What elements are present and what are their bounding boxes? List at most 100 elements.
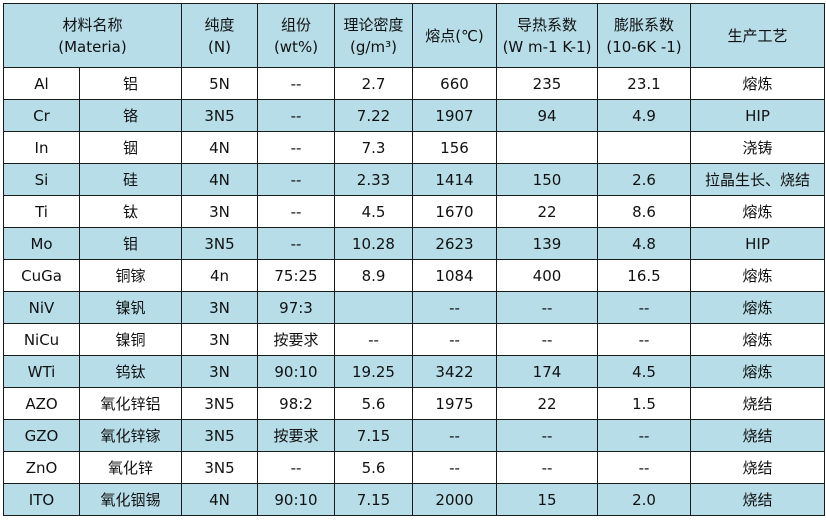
cell-symbol: In [3,131,80,164]
table-row: CuGa 铜镓 4n 75:25 8.9 1084 400 16.5 熔炼 [3,259,825,292]
cell-composition: -- [257,67,335,100]
cell-purity: 3N5 [181,99,258,132]
table-row: WTi 钨钛 3N 90:10 19.25 3422 174 4.5 熔炼 [3,355,825,388]
cell-symbol: Mo [3,227,80,260]
cell-density: 19.25 [334,355,413,388]
table-row: ZnO 氧化锌 3N5 -- 5.6 -- -- -- 烧结 [3,451,825,484]
cell-expansion: 4.5 [597,355,691,388]
cell-density: 5.6 [334,451,413,484]
header-purity: 纯度 (N) [181,3,258,68]
cell-composition: 按要求 [257,419,335,452]
cell-thermal-conductivity: 22 [496,387,598,420]
cell-name-cn: 钨钛 [79,355,182,388]
cell-symbol: Al [3,67,80,100]
cell-process: 熔炼 [690,291,825,324]
cell-purity: 3N [181,323,258,356]
cell-melting-point: -- [412,419,497,452]
cell-melting-point: -- [412,451,497,484]
cell-expansion: 2.6 [597,163,691,196]
cell-name-cn: 氧化锌镓 [79,419,182,452]
cell-melting-point: 1670 [412,195,497,228]
cell-process: 拉晶生长、烧结 [690,163,825,196]
cell-symbol: GZO [3,419,80,452]
cell-expansion: -- [597,419,691,452]
cell-symbol: ITO [3,483,80,516]
cell-thermal-conductivity: 139 [496,227,598,260]
cell-expansion: 2.0 [597,483,691,516]
cell-expansion: -- [597,451,691,484]
cell-composition: -- [257,99,335,132]
cell-name-cn: 钛 [79,195,182,228]
cell-purity: 5N [181,67,258,100]
cell-density: 7.15 [334,483,413,516]
header-melting-point: 熔点(℃) [412,3,497,68]
cell-purity: 3N5 [181,387,258,420]
cell-melting-point: 1975 [412,387,497,420]
cell-density: 7.15 [334,419,413,452]
cell-purity: 3N [181,291,258,324]
cell-expansion [597,131,691,164]
cell-composition: -- [257,195,335,228]
cell-thermal-conductivity: 15 [496,483,598,516]
cell-thermal-conductivity: 235 [496,67,598,100]
cell-density: 2.7 [334,67,413,100]
cell-process: 熔炼 [690,195,825,228]
cell-name-cn: 氧化锌 [79,451,182,484]
cell-thermal-conductivity: 22 [496,195,598,228]
cell-composition: 90:10 [257,355,335,388]
table-row: AZO 氧化锌铝 3N5 98:2 5.6 1975 22 1.5 烧结 [3,387,825,420]
cell-expansion: 4.8 [597,227,691,260]
cell-composition: 按要求 [257,323,335,356]
materials-table: 材料名称 (Materia) 纯度 (N) 组份 (wt%) 理论密度 (g/m³) 熔… [3,3,825,516]
cell-symbol: ZnO [3,451,80,484]
cell-name-cn: 氧化铟锡 [79,483,182,516]
cell-thermal-conductivity: -- [496,419,598,452]
header-process: 生产工艺 [690,3,825,68]
table-row: Mo 钼 3N5 -- 10.28 2623 139 4.8 HIP [3,227,825,260]
cell-purity: 4N [181,131,258,164]
cell-name-cn: 镍铜 [79,323,182,356]
cell-process: 烧结 [690,451,825,484]
cell-composition: 98:2 [257,387,335,420]
cell-symbol: NiCu [3,323,80,356]
cell-process: 熔炼 [690,355,825,388]
table-row: NiV 镍钒 3N 97:3 -- -- -- 熔炼 [3,291,825,324]
table-row: Cr 铬 3N5 -- 7.22 1907 94 4.9 HIP [3,99,825,132]
cell-melting-point: 2000 [412,483,497,516]
cell-process: 烧结 [690,419,825,452]
header-row: 材料名称 (Materia) 纯度 (N) 组份 (wt%) 理论密度 (g/m³) 熔… [3,3,825,68]
cell-expansion: 1.5 [597,387,691,420]
cell-composition: 97:3 [257,291,335,324]
cell-process: 烧结 [690,483,825,516]
header-density: 理论密度 (g/m³) [334,3,413,68]
cell-melting-point: -- [412,323,497,356]
cell-composition: 75:25 [257,259,335,292]
cell-melting-point: 156 [412,131,497,164]
cell-melting-point: -- [412,291,497,324]
cell-name-cn: 铜镓 [79,259,182,292]
cell-symbol: Cr [3,99,80,132]
cell-thermal-conductivity: 174 [496,355,598,388]
header-expansion: 膨胀系数 (10-6K -1) [597,3,691,68]
cell-process: 烧结 [690,387,825,420]
cell-purity: 3N [181,195,258,228]
cell-melting-point: 3422 [412,355,497,388]
header-composition: 组份 (wt%) [257,3,335,68]
cell-thermal-conductivity [496,131,598,164]
cell-process: HIP [690,99,825,132]
cell-melting-point: 660 [412,67,497,100]
cell-density: 7.22 [334,99,413,132]
cell-symbol: AZO [3,387,80,420]
cell-process: 熔炼 [690,67,825,100]
cell-thermal-conductivity: 400 [496,259,598,292]
table-row: NiCu 镍铜 3N 按要求 -- -- -- -- 熔炼 [3,323,825,356]
header-material: 材料名称 (Materia) [3,3,182,68]
cell-thermal-conductivity: -- [496,451,598,484]
cell-name-cn: 镍钒 [79,291,182,324]
cell-thermal-conductivity: 94 [496,99,598,132]
cell-melting-point: 1084 [412,259,497,292]
cell-name-cn: 铬 [79,99,182,132]
cell-density: 7.3 [334,131,413,164]
cell-density: 10.28 [334,227,413,260]
cell-composition: 90:10 [257,483,335,516]
